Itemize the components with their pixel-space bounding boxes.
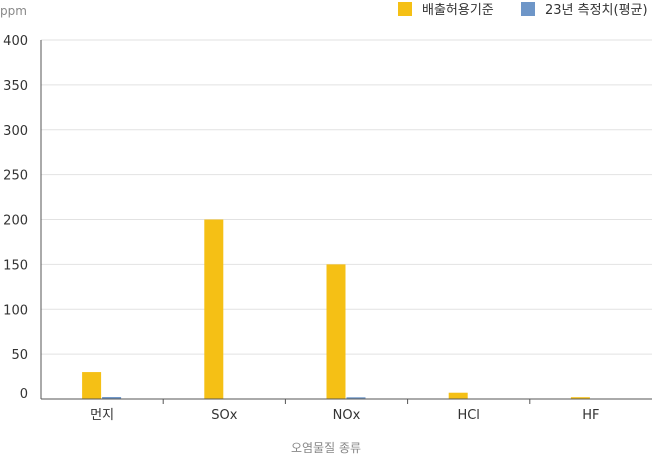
y-tick-label: 250: [3, 169, 28, 184]
bar-standard: [204, 219, 224, 399]
legend: 배출허용기준 23년 측정치(평균): [398, 2, 648, 18]
bar-standard: [82, 372, 102, 399]
axes: [40, 40, 652, 404]
legend-swatch-standard: [398, 2, 412, 16]
y-tick-label: 350: [3, 79, 28, 94]
x-tick-label: 먼지: [90, 408, 114, 423]
y-tick-label: 150: [3, 258, 28, 273]
y-tick-label: 50: [11, 348, 28, 363]
legend-label-standard: 배출허용기준: [422, 3, 494, 18]
legend-swatch-measured: [521, 2, 535, 16]
bar-standard: [570, 397, 590, 399]
bar-standard: [326, 264, 346, 399]
x-tick-labels: 먼지 SOx NOx HCl HF: [90, 408, 599, 423]
y-tick-labels: 0 50 100 150 200 250 300 350 400: [3, 34, 28, 402]
y-tick-label: 100: [3, 303, 28, 318]
y-unit-label: ppm: [0, 4, 27, 18]
grid: [41, 39, 652, 355]
y-tick-label: 400: [3, 34, 28, 49]
x-axis-title: 오염물질 종류: [291, 441, 361, 455]
x-tick-label: HF: [582, 408, 599, 423]
legend-label-measured: 23년 측정치(평균): [545, 3, 648, 18]
bars: [82, 219, 610, 399]
y-tick-label: 300: [3, 124, 28, 139]
y-tick-label: 0: [20, 387, 28, 402]
bar-measured: [346, 397, 366, 399]
x-tick-label: SOx: [211, 408, 237, 423]
bar-standard: [448, 392, 468, 399]
x-tick-label: HCl: [457, 408, 479, 423]
y-tick-label: 200: [3, 214, 28, 229]
bar-measured: [102, 397, 122, 399]
x-tick-label: NOx: [333, 408, 361, 423]
